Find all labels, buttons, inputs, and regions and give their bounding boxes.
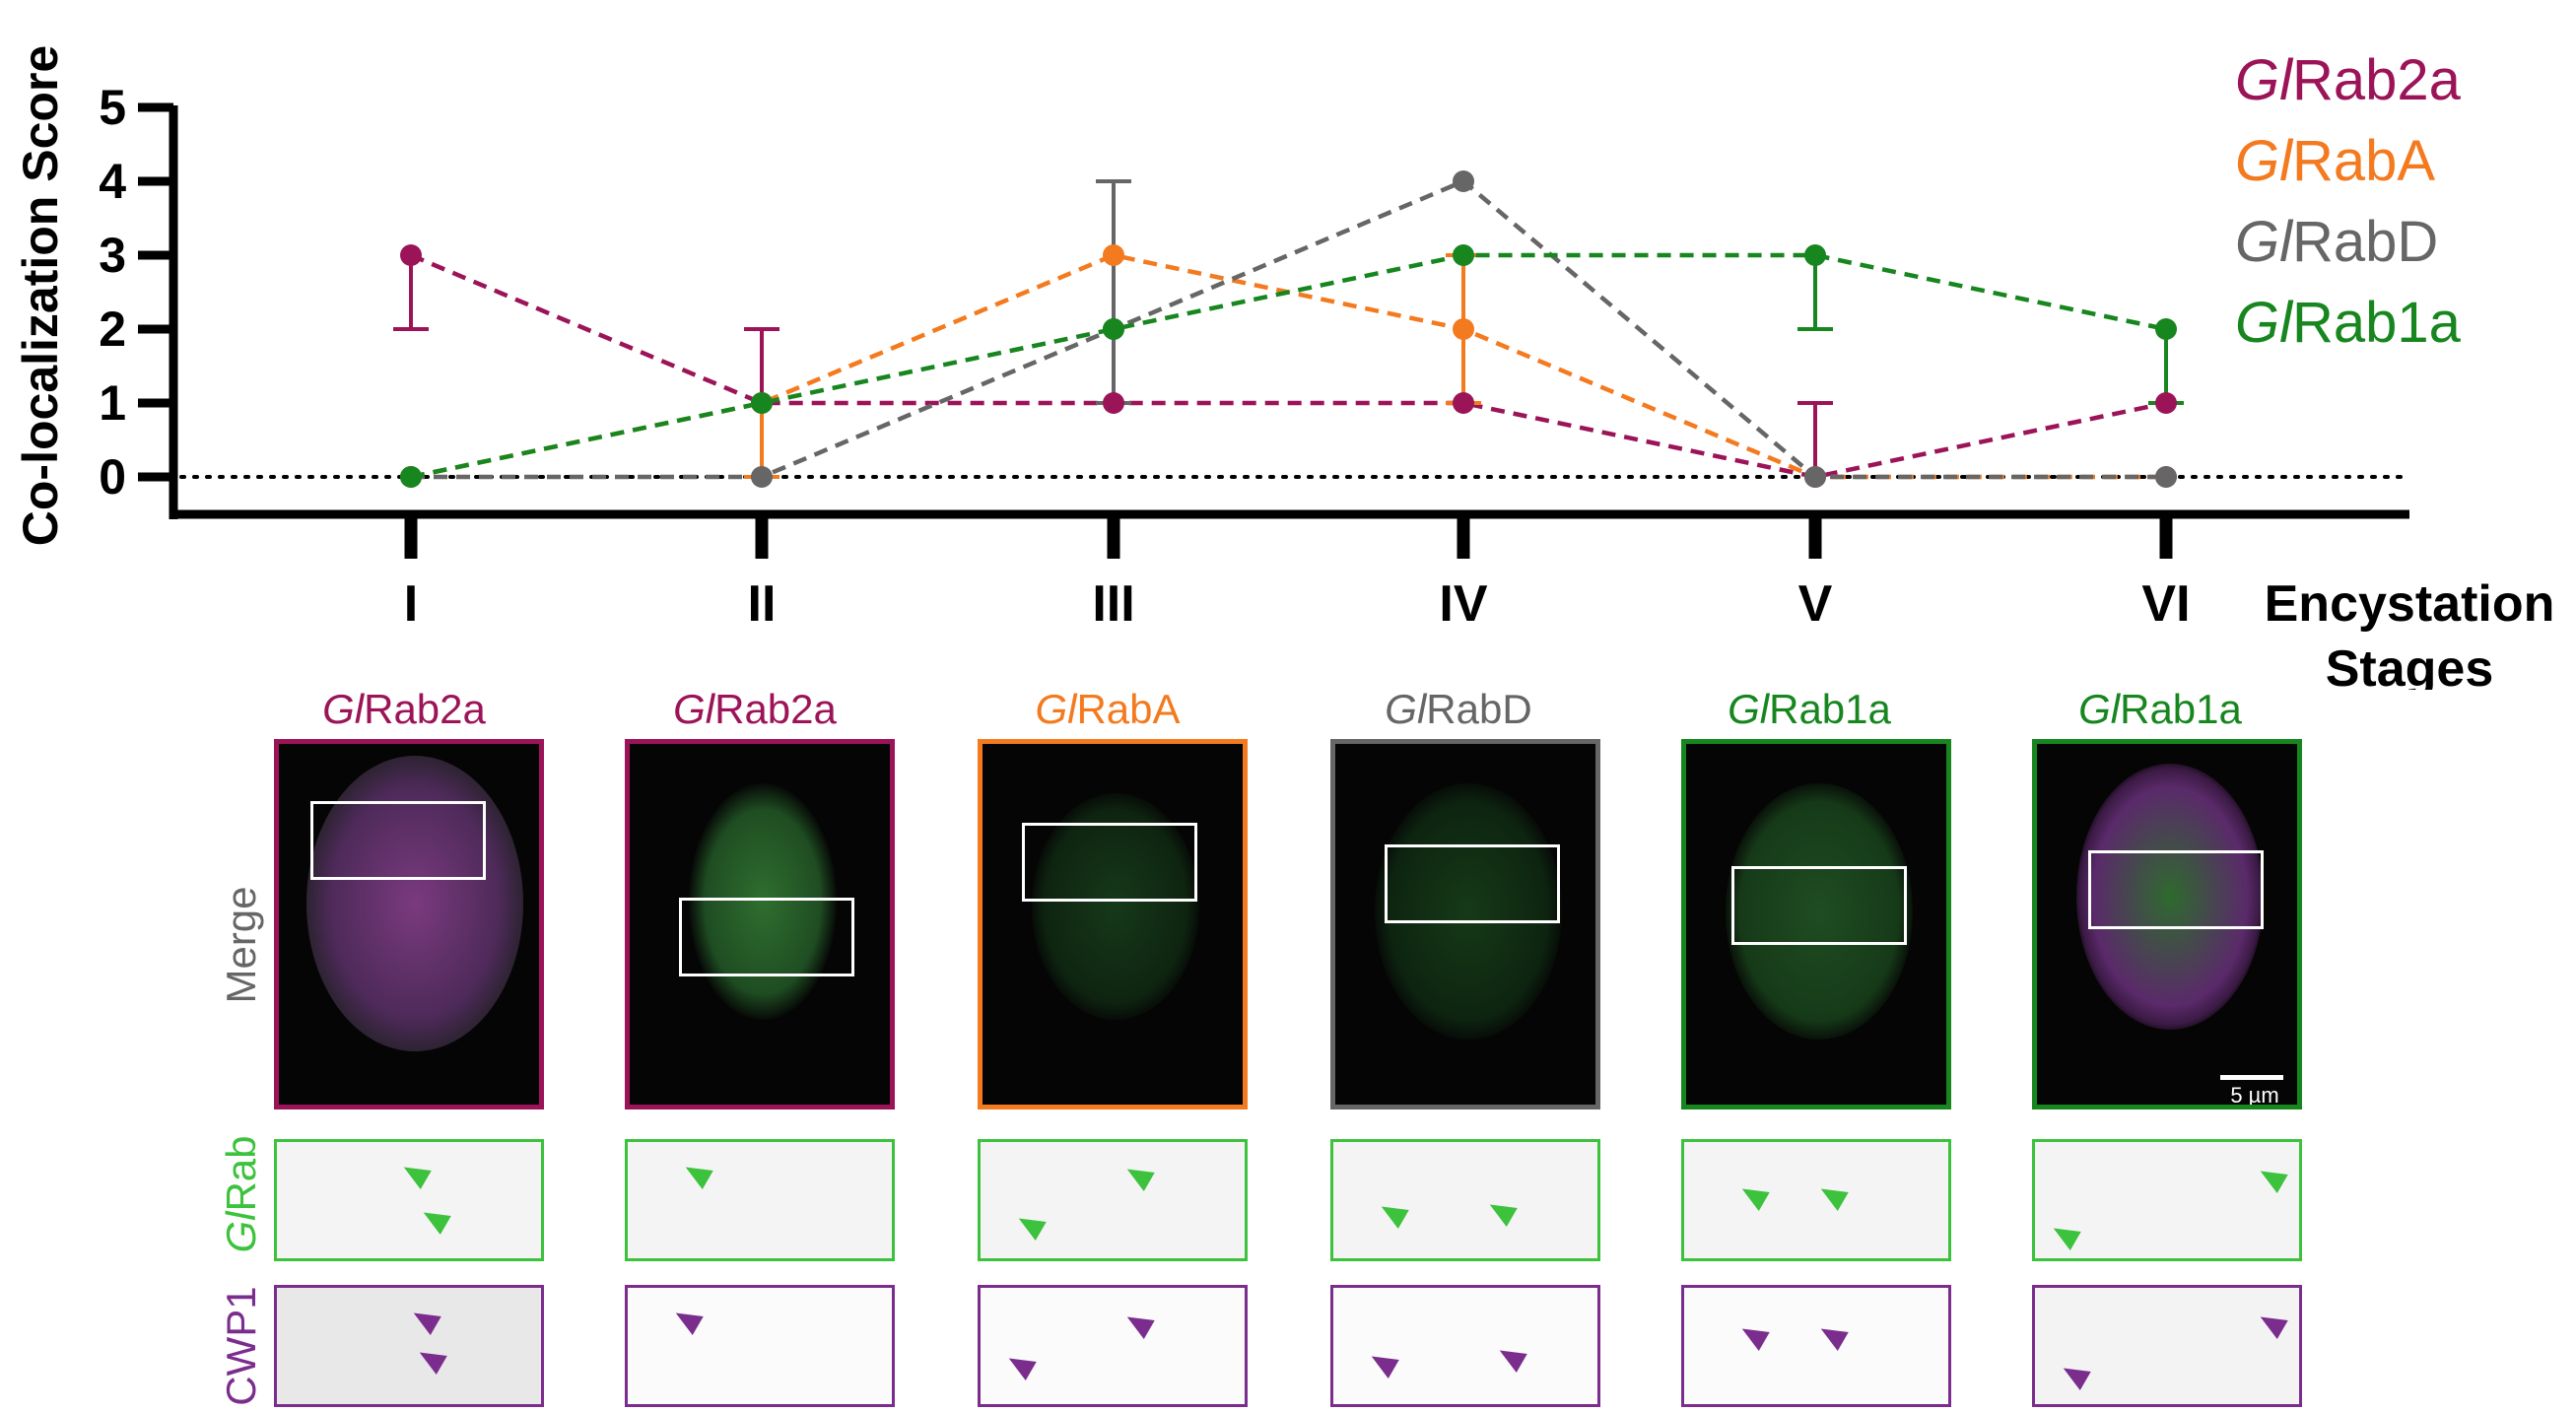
cell-body bbox=[1726, 783, 1913, 1040]
glrab-panel-5 bbox=[1681, 1139, 1951, 1261]
glrab-panel-3 bbox=[978, 1139, 1248, 1261]
x-axis-label-line2: Stages bbox=[2326, 640, 2494, 690]
panel-title-2: GlRab2a bbox=[673, 686, 837, 732]
x-tick-label: IV bbox=[1439, 575, 1487, 633]
cwp1-panel-5 bbox=[1681, 1285, 1951, 1407]
x-tick-label: II bbox=[748, 575, 777, 633]
y-tick-label: 3 bbox=[99, 228, 126, 283]
x-axis-label-line1: Encystation bbox=[2265, 575, 2555, 633]
cwp1-panel-3 bbox=[978, 1285, 1248, 1407]
cell-body bbox=[2076, 764, 2264, 1030]
roi-box bbox=[2088, 850, 2264, 929]
y-tick-label: 0 bbox=[99, 449, 126, 504]
y-tick-label: 5 bbox=[99, 80, 126, 135]
data-point-rab2a bbox=[1103, 392, 1124, 414]
data-point-rabd bbox=[2155, 466, 2177, 488]
series-line-rabd bbox=[411, 178, 2166, 480]
data-point-rab1a bbox=[400, 466, 422, 488]
data-point-raba bbox=[1103, 244, 1124, 266]
panel-title-3: GlRabA bbox=[1035, 686, 1181, 732]
data-point-rab2a bbox=[2155, 392, 2177, 414]
roi-box bbox=[679, 898, 854, 976]
x-tick-label: V bbox=[1798, 575, 1833, 633]
row-label-glrab: GlRab bbox=[218, 1135, 264, 1253]
cwp1-panel-6 bbox=[2032, 1285, 2302, 1407]
merge-panel-3 bbox=[978, 739, 1248, 1109]
data-point-rab1a bbox=[2155, 318, 2177, 340]
scale-bar-label: 5 µm bbox=[2230, 1083, 2279, 1108]
cwp1-panel-1 bbox=[274, 1285, 544, 1407]
panel-title-4: GlRabD bbox=[1385, 686, 1532, 732]
y-tick-label: 2 bbox=[99, 302, 126, 357]
cell-body bbox=[1032, 793, 1199, 1020]
data-point-rab1a bbox=[1804, 244, 1826, 266]
data-point-rab2a bbox=[1453, 392, 1474, 414]
row-label-cwp1: CWP1 bbox=[218, 1286, 264, 1406]
glrab-panel-4 bbox=[1330, 1139, 1600, 1261]
series-line-rab1a bbox=[410, 252, 2167, 480]
legend-item-raba: GlRabA bbox=[2235, 129, 2436, 193]
y-tick-label: 4 bbox=[99, 154, 126, 209]
data-point-rab1a bbox=[1103, 318, 1124, 340]
y-axis-label: Co-localization Score bbox=[13, 45, 68, 546]
glrab-panel-2 bbox=[625, 1139, 895, 1261]
panel-title-5: GlRab1a bbox=[1728, 686, 1891, 732]
data-point-rab2a bbox=[400, 244, 422, 266]
data-point-rab1a bbox=[751, 392, 773, 414]
roi-box bbox=[310, 801, 486, 880]
panel-title-1: GlRab2a bbox=[322, 686, 486, 732]
y-tick-label: 1 bbox=[99, 375, 126, 431]
cell-body bbox=[689, 783, 837, 1020]
glrab-panel-6 bbox=[2032, 1139, 2302, 1261]
data-point-rabd bbox=[1453, 170, 1474, 192]
cell-body bbox=[1375, 783, 1562, 1040]
glrab-panel-1 bbox=[274, 1139, 544, 1261]
cwp1-panel-2 bbox=[625, 1285, 895, 1407]
roi-box bbox=[1385, 844, 1560, 923]
data-point-rabd bbox=[751, 466, 773, 488]
legend-item-rab1a: GlRab1a bbox=[2235, 291, 2461, 355]
series-line-rab2a bbox=[410, 252, 2167, 480]
data-point-rab1a bbox=[1453, 244, 1474, 266]
x-tick-label: I bbox=[404, 575, 418, 633]
x-tick-label: VI bbox=[2141, 575, 2190, 633]
legend-item-rabd: GlRabD bbox=[2235, 210, 2439, 274]
x-tick-label: III bbox=[1092, 575, 1134, 633]
merge-panel-6: 5 µm bbox=[2032, 739, 2302, 1109]
legend-item-rab2a: GlRab2a bbox=[2235, 48, 2461, 112]
roi-box bbox=[1731, 866, 1907, 945]
merge-panel-1 bbox=[274, 739, 544, 1109]
data-point-raba bbox=[1453, 318, 1474, 340]
panel-title-6: GlRab1a bbox=[2078, 686, 2242, 732]
roi-box bbox=[1022, 823, 1197, 902]
merge-panel-2 bbox=[625, 739, 895, 1109]
data-point-rabd bbox=[1804, 466, 1826, 488]
merge-panel-5 bbox=[1681, 739, 1951, 1109]
row-label-merge: Merge bbox=[218, 886, 264, 1004]
scale-bar bbox=[2220, 1075, 2283, 1080]
cwp1-panel-4 bbox=[1330, 1285, 1600, 1407]
merge-panel-4 bbox=[1330, 739, 1600, 1109]
cell-body bbox=[306, 756, 523, 1051]
